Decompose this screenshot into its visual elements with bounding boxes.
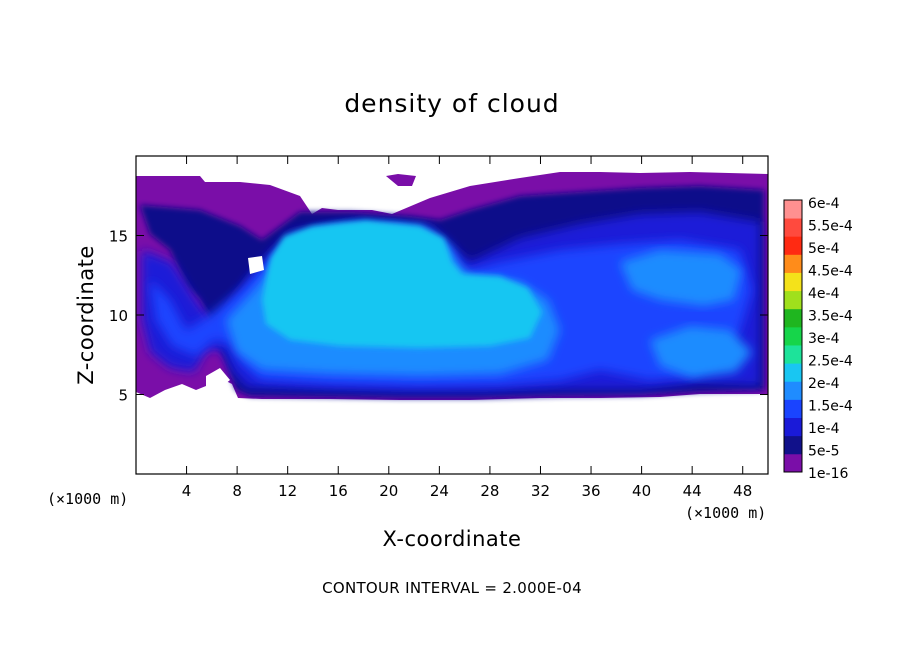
- colorbar-swatch: [784, 417, 802, 437]
- colorbar-label: 1e-16: [808, 466, 848, 482]
- x-tick-label: 20: [379, 482, 398, 500]
- colorbar-label: 3e-4: [808, 331, 840, 347]
- y-tick-label: 10: [109, 307, 128, 325]
- x-unit-left: (×1000 m): [47, 490, 128, 508]
- colorbar-label: 4e-4: [808, 286, 840, 302]
- colorbar-label: 4.5e-4: [808, 264, 853, 280]
- x-axis-label: X-coordinate: [383, 527, 522, 551]
- x-tick-label: 44: [683, 482, 702, 500]
- clear-patch: [300, 184, 334, 200]
- colorbar-swatch: [784, 200, 802, 219]
- y-tick-label: 15: [109, 228, 128, 246]
- y-tick-label: 5: [118, 387, 128, 405]
- x-tick-label: 40: [632, 482, 651, 500]
- colorbar-swatch: [784, 254, 802, 273]
- contour-interval-note: CONTOUR INTERVAL = 2.000E-04: [322, 579, 582, 597]
- band-light-east: [620, 250, 742, 306]
- x-tick-label: 32: [531, 482, 550, 500]
- x-tick-label: 24: [430, 482, 449, 500]
- colorbar-swatch: [784, 272, 802, 292]
- x-tick-label: 48: [733, 482, 752, 500]
- density-field: [136, 172, 768, 400]
- colorbar-swatch: [784, 399, 802, 418]
- colorbar-swatch: [784, 326, 802, 346]
- y-axis-ticks: 5 10 15: [109, 228, 768, 405]
- colorbar-swatch: [784, 236, 802, 255]
- x-unit-right: (×1000 m): [685, 504, 766, 522]
- colorbar-swatch: [784, 363, 802, 382]
- colorbar-swatch: [784, 308, 802, 328]
- colorbar: 6e-4 5.5e-4 5e-4 4.5e-4 4e-4 3.5e-4 3e-4 2.5e-4…: [783, 196, 853, 482]
- colorbar-label: 1e-4: [808, 421, 840, 437]
- band-light-east-low: [650, 326, 752, 378]
- x-tick-label: 28: [480, 482, 499, 500]
- colorbar-swatch: [784, 381, 802, 400]
- x-tick-label: 8: [232, 482, 242, 500]
- cloud-puff: [386, 174, 416, 186]
- colorbar-label: 2.5e-4: [808, 354, 853, 370]
- colorbar-label: 2e-4: [808, 376, 840, 392]
- colorbar-label: 5e-5: [808, 444, 839, 460]
- colorbar-label: 6e-4: [808, 196, 840, 212]
- colorbar-swatch: [784, 290, 802, 310]
- clear-patch: [248, 256, 264, 274]
- clear-patch: [206, 368, 230, 390]
- colorbar-label: 5.5e-4: [808, 219, 853, 235]
- x-tick-label: 36: [581, 482, 600, 500]
- x-axis-ticks: 4 8 12 16 20 24 28 32 36 40 44 48: [182, 156, 752, 500]
- colorbar-label: 3.5e-4: [808, 309, 853, 325]
- chart-title: density of cloud: [344, 89, 559, 118]
- x-tick-label: 16: [329, 482, 348, 500]
- colorbar-label: 5e-4: [808, 241, 840, 257]
- colorbar-frame: [783, 199, 803, 473]
- x-tick-label: 12: [278, 482, 297, 500]
- x-tick-label: 4: [182, 482, 192, 500]
- colorbar-swatch: [784, 345, 802, 364]
- y-axis-label: Z-coordinate: [74, 245, 98, 385]
- colorbar-swatch: [784, 218, 802, 237]
- colorbar-label: 1.5e-4: [808, 399, 853, 415]
- colorbar-swatch: [784, 435, 802, 455]
- cyan-core: [262, 220, 542, 348]
- colorbar-swatch: [784, 453, 802, 473]
